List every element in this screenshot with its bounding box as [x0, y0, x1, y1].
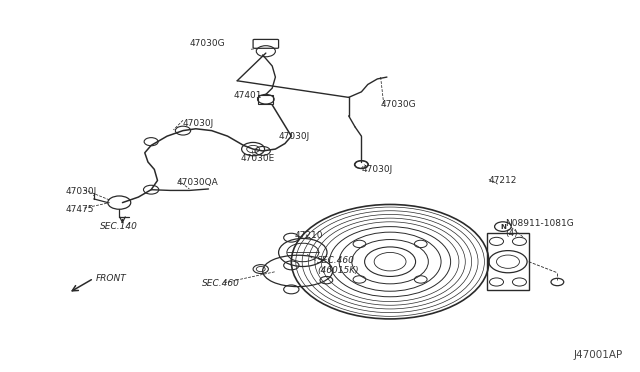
- Text: 47030J: 47030J: [362, 165, 393, 174]
- Text: J47001AP: J47001AP: [573, 350, 623, 359]
- Text: SEC.140: SEC.140: [100, 222, 138, 231]
- Text: 47030G: 47030G: [381, 100, 416, 109]
- Text: 47210: 47210: [294, 231, 323, 240]
- Text: 47030J: 47030J: [278, 132, 310, 141]
- Text: 47030J: 47030J: [183, 119, 214, 128]
- Text: SEC.460
(46015K): SEC.460 (46015K): [317, 256, 358, 275]
- Text: 47475: 47475: [65, 205, 93, 215]
- Text: SEC.460: SEC.460: [202, 279, 240, 288]
- FancyBboxPatch shape: [258, 95, 273, 104]
- Ellipse shape: [262, 255, 333, 286]
- FancyBboxPatch shape: [487, 233, 529, 290]
- Text: 47030G: 47030G: [189, 39, 225, 48]
- Text: N: N: [500, 224, 506, 230]
- Text: FRONT: FRONT: [96, 274, 127, 283]
- Text: 47212: 47212: [489, 176, 517, 185]
- Text: N08911-1081G
(4): N08911-1081G (4): [505, 219, 573, 238]
- Text: 47030J: 47030J: [65, 187, 97, 196]
- FancyBboxPatch shape: [253, 39, 278, 48]
- Text: 47401: 47401: [234, 91, 262, 100]
- Text: 47030E: 47030E: [241, 154, 275, 163]
- Text: 47030QA: 47030QA: [177, 178, 218, 187]
